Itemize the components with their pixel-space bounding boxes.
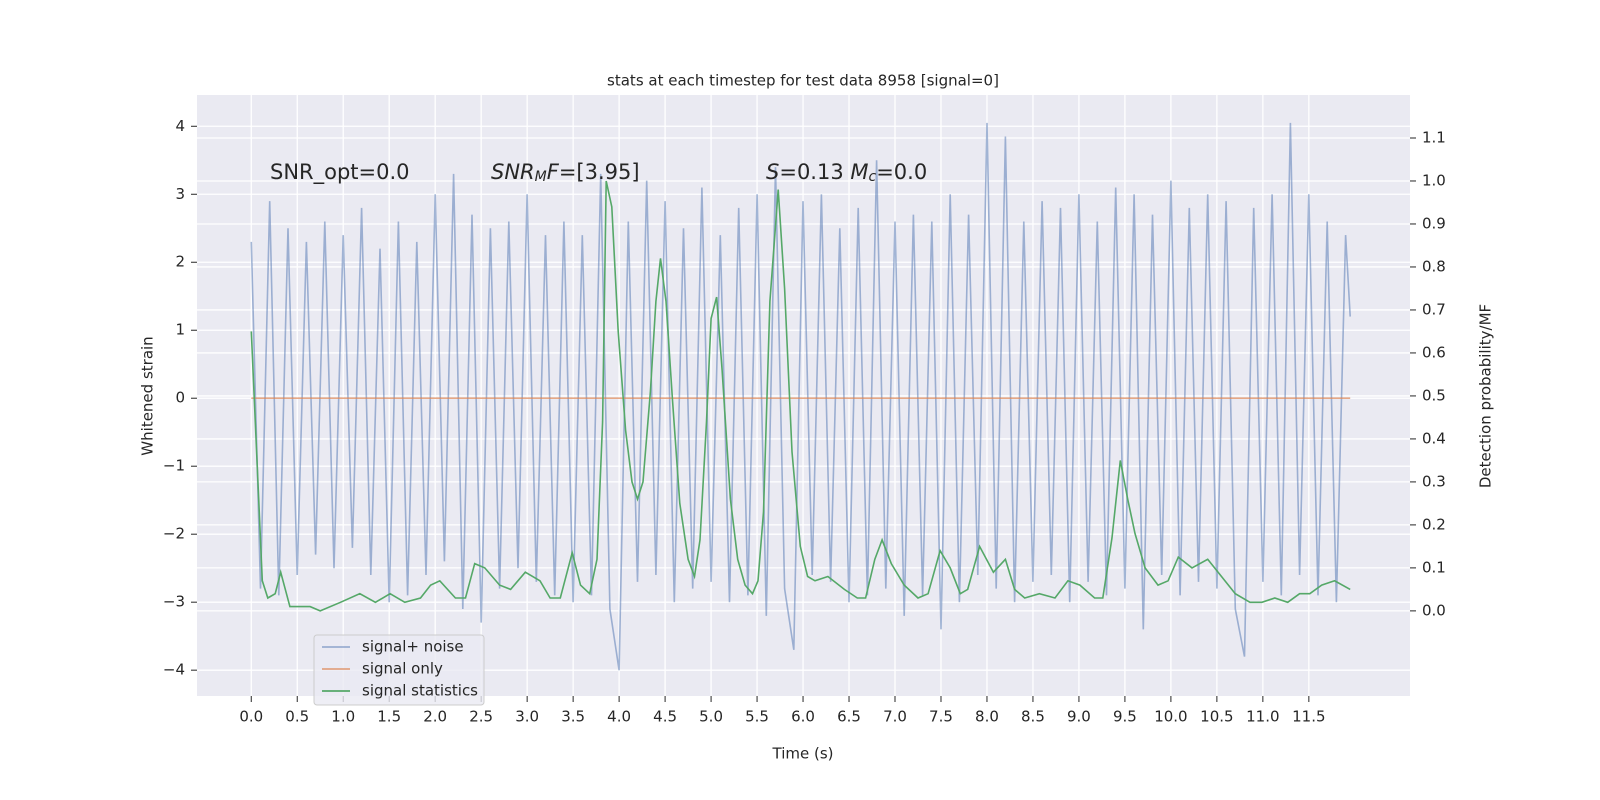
x-tick-label: 2.5 xyxy=(469,708,493,726)
annotation-part: =0.13 xyxy=(779,160,850,184)
y2-tick-label: 0.1 xyxy=(1422,558,1446,576)
x-tick-label: 3.0 xyxy=(515,708,539,726)
y2-tick-label: 0.5 xyxy=(1422,386,1446,404)
y-tick-label: 4 xyxy=(175,117,185,135)
annotation: S=0.13 Mc=0.0 xyxy=(766,160,927,185)
y-tick-label: 3 xyxy=(175,185,185,203)
y2-tick-label: 0.9 xyxy=(1422,214,1446,232)
legend-label: signal+ noise xyxy=(362,638,464,656)
y-tick-label: −3 xyxy=(163,593,185,611)
x-tick-label: 4.5 xyxy=(653,708,677,726)
annotation-part: =[3.95] xyxy=(559,160,640,184)
x-tick-label: 5.5 xyxy=(745,708,769,726)
x-tick-label: 1.5 xyxy=(377,708,401,726)
x-tick-label: 7.0 xyxy=(883,708,907,726)
annotation-part: S xyxy=(766,160,779,184)
y2-axis-label: Detection probability/MF xyxy=(1477,304,1495,488)
annotation-part: SNR_opt=0.0 xyxy=(270,160,410,185)
annotation-part: SNR xyxy=(491,160,535,184)
grid xyxy=(197,95,1410,696)
annotation: SNR_opt=0.0 xyxy=(270,160,410,185)
x-tick-label: 0.5 xyxy=(285,708,309,726)
y2-tick-label: 0.4 xyxy=(1422,429,1446,447)
x-tick-label: 9.5 xyxy=(1113,708,1137,726)
y2-tick-label: 0.2 xyxy=(1422,515,1446,533)
y-tick-label: −2 xyxy=(163,525,185,543)
x-tick-label: 6.0 xyxy=(791,708,815,726)
y2-tick-label: 0.3 xyxy=(1422,472,1446,490)
y-tick-label: −1 xyxy=(163,457,185,475)
legend-box xyxy=(313,634,485,706)
annotation: SNRMF=[3.95] xyxy=(491,160,640,185)
legend-label: signal only xyxy=(362,660,443,678)
series-line xyxy=(250,122,1351,671)
y-tick-label: 0 xyxy=(175,389,185,407)
y-axis-label: Whitened strain xyxy=(139,336,157,455)
x-tick-label: 11.5 xyxy=(1292,708,1325,726)
data xyxy=(250,122,1351,671)
y2-tick-label: 0.6 xyxy=(1422,343,1446,361)
x-tick-label: 7.5 xyxy=(929,708,953,726)
y-tick-label: 2 xyxy=(175,253,185,271)
y2-tick-label: 1.0 xyxy=(1422,171,1446,189)
annotation-part: M xyxy=(850,160,868,184)
x-tick-label: 6.5 xyxy=(837,708,861,726)
x-axis-label: Time (s) xyxy=(772,745,834,763)
series-line xyxy=(250,180,1351,612)
x-tick-label: 8.5 xyxy=(1021,708,1045,726)
x-tick-label: 4.0 xyxy=(607,708,631,726)
annotation-part: M xyxy=(535,169,547,185)
x-tick-label: 11.0 xyxy=(1246,708,1279,726)
x-tick-label: 10.5 xyxy=(1200,708,1233,726)
legend-label: signal statistics xyxy=(362,682,478,700)
annotation-part: c xyxy=(869,169,877,185)
y2-tick-label: 0.8 xyxy=(1422,257,1446,275)
x-tick-label: 9.0 xyxy=(1067,708,1091,726)
chart-title: stats at each timestep for test data 895… xyxy=(607,72,999,90)
y-tick-label: 1 xyxy=(175,321,185,339)
x-tick-label: 10.0 xyxy=(1154,708,1187,726)
y2-tick-label: 0.0 xyxy=(1422,601,1446,619)
x-tick-label: 0.0 xyxy=(239,708,263,726)
x-tick-label: 3.5 xyxy=(561,708,585,726)
y2-tick-label: 0.7 xyxy=(1422,300,1446,318)
x-tick-label: 1.0 xyxy=(331,708,355,726)
y-tick-label: −4 xyxy=(163,661,185,679)
annotation-part: =0.0 xyxy=(876,160,927,184)
x-tick-label: 8.0 xyxy=(975,708,999,726)
x-tick-label: 2.0 xyxy=(423,708,447,726)
annotation-part: F xyxy=(547,160,560,184)
y2-tick-label: 1.1 xyxy=(1422,128,1446,146)
x-tick-label: 5.0 xyxy=(699,708,723,726)
